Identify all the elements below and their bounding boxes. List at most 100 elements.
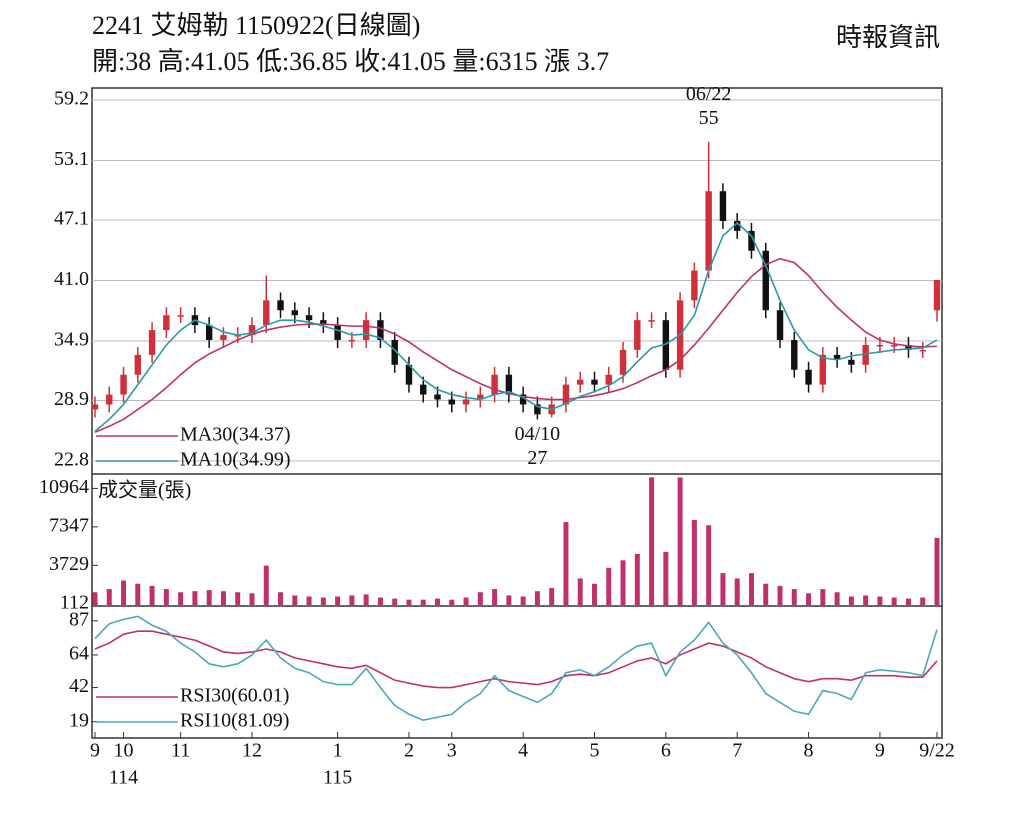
volume-bar [891,597,897,605]
candle-body [362,320,370,341]
candle-body [334,325,341,341]
volume-bar [392,598,398,605]
candle-body [163,315,170,331]
volume-bar [720,573,726,605]
candle-body [534,404,541,415]
candle-body [91,404,99,410]
volume-bar [663,551,669,605]
candle-body [833,354,841,360]
x-tick-label: 12 [242,740,262,762]
volume-bar [106,589,112,605]
volume-bar [449,599,455,605]
frame [91,87,943,739]
volume-bar [877,596,883,605]
y-tick-label: 64 [69,643,89,665]
candle-body [848,359,855,365]
volume-bar [706,525,712,605]
x-tick-label: 10 [114,740,134,762]
annotation-date: 06/22 [686,83,732,105]
candle-body [862,344,869,365]
candle-body [619,349,627,375]
y-tick-label: 47.1 [54,208,89,230]
annotation-date: 04/10 [515,423,561,445]
candle-body [634,320,641,350]
candle-body [420,384,427,395]
volume-bar [249,593,255,605]
candle-body [148,330,156,355]
volume-bar [320,597,326,605]
x-tick-label: 2 [404,740,414,762]
x-tick-label: 9 [90,740,100,762]
volume-bar [349,595,355,605]
volume-bar [920,597,926,605]
candle-body [819,354,827,385]
candle-body [320,320,327,326]
volume-bar [306,596,312,605]
series-line [94,221,938,432]
annotation-value: 55 [699,107,719,129]
volume-bar [606,567,612,605]
legend-label: RSI10(81.09) [180,710,289,732]
candle-body [377,320,384,341]
series-line [94,630,938,689]
y-tick-label: 41.0 [54,268,89,290]
series-line [94,615,938,722]
series-line [94,257,938,433]
x-sublabel: 115 [323,767,352,789]
y-tick-label: 3729 [49,553,89,575]
candle-body [120,374,127,395]
candle-body [791,340,798,370]
volume-bar [934,537,940,605]
panel-title: 成交量(張) [98,479,191,502]
volume-bar [292,595,298,605]
y-tick-label: 59.2 [54,88,89,110]
candle-body [805,369,812,385]
candle-body [462,399,470,405]
candle-body [348,340,356,342]
candle-body [905,344,912,350]
candle-body [177,315,184,317]
candle-body [562,384,570,405]
volume-bar [848,596,854,605]
candle-body [220,335,227,341]
x-tick-label: 7 [732,740,742,762]
chart-title: 2241 艾姆勒 1150922(日線圖) [92,11,420,40]
volume-bar [477,592,483,605]
legend-label: RSI30(60.01) [180,685,289,707]
legend-label: MA10(34.99) [180,449,291,471]
volume-bar [691,519,697,605]
y-tick-label: 42 [69,675,89,697]
volume-bar [278,592,284,605]
volume-bar [534,591,540,605]
volume-bar [591,583,597,605]
volume-bar [121,580,127,605]
candle-body [876,344,884,347]
x-tick-label: 6 [661,740,671,762]
candle-body [919,349,926,352]
x-tick-label: 5 [589,740,599,762]
candle-body [577,379,584,385]
candle-body [662,320,670,370]
volume-bar [406,599,412,605]
candle-body [933,280,941,311]
volume-bar [363,594,369,605]
x-sublabel: 114 [109,767,138,789]
candle-body [277,300,284,311]
volume-bar [734,578,740,605]
volume-bar [620,560,626,605]
volume-bar [577,578,583,605]
volume-bar [863,595,869,605]
candle-body [291,310,299,316]
volume-bar [834,592,840,605]
candle-body [263,300,270,326]
volume-bar [563,522,569,605]
y-tick-label: 10964 [39,476,89,498]
candle-body [748,230,755,251]
volume-bar [435,598,441,605]
source: 時報資訊 [836,23,940,52]
volume-bar [634,553,640,605]
x-tick-label: 1 [333,740,343,762]
y-tick-label: 22.8 [54,449,89,471]
volume-bar [220,591,226,605]
